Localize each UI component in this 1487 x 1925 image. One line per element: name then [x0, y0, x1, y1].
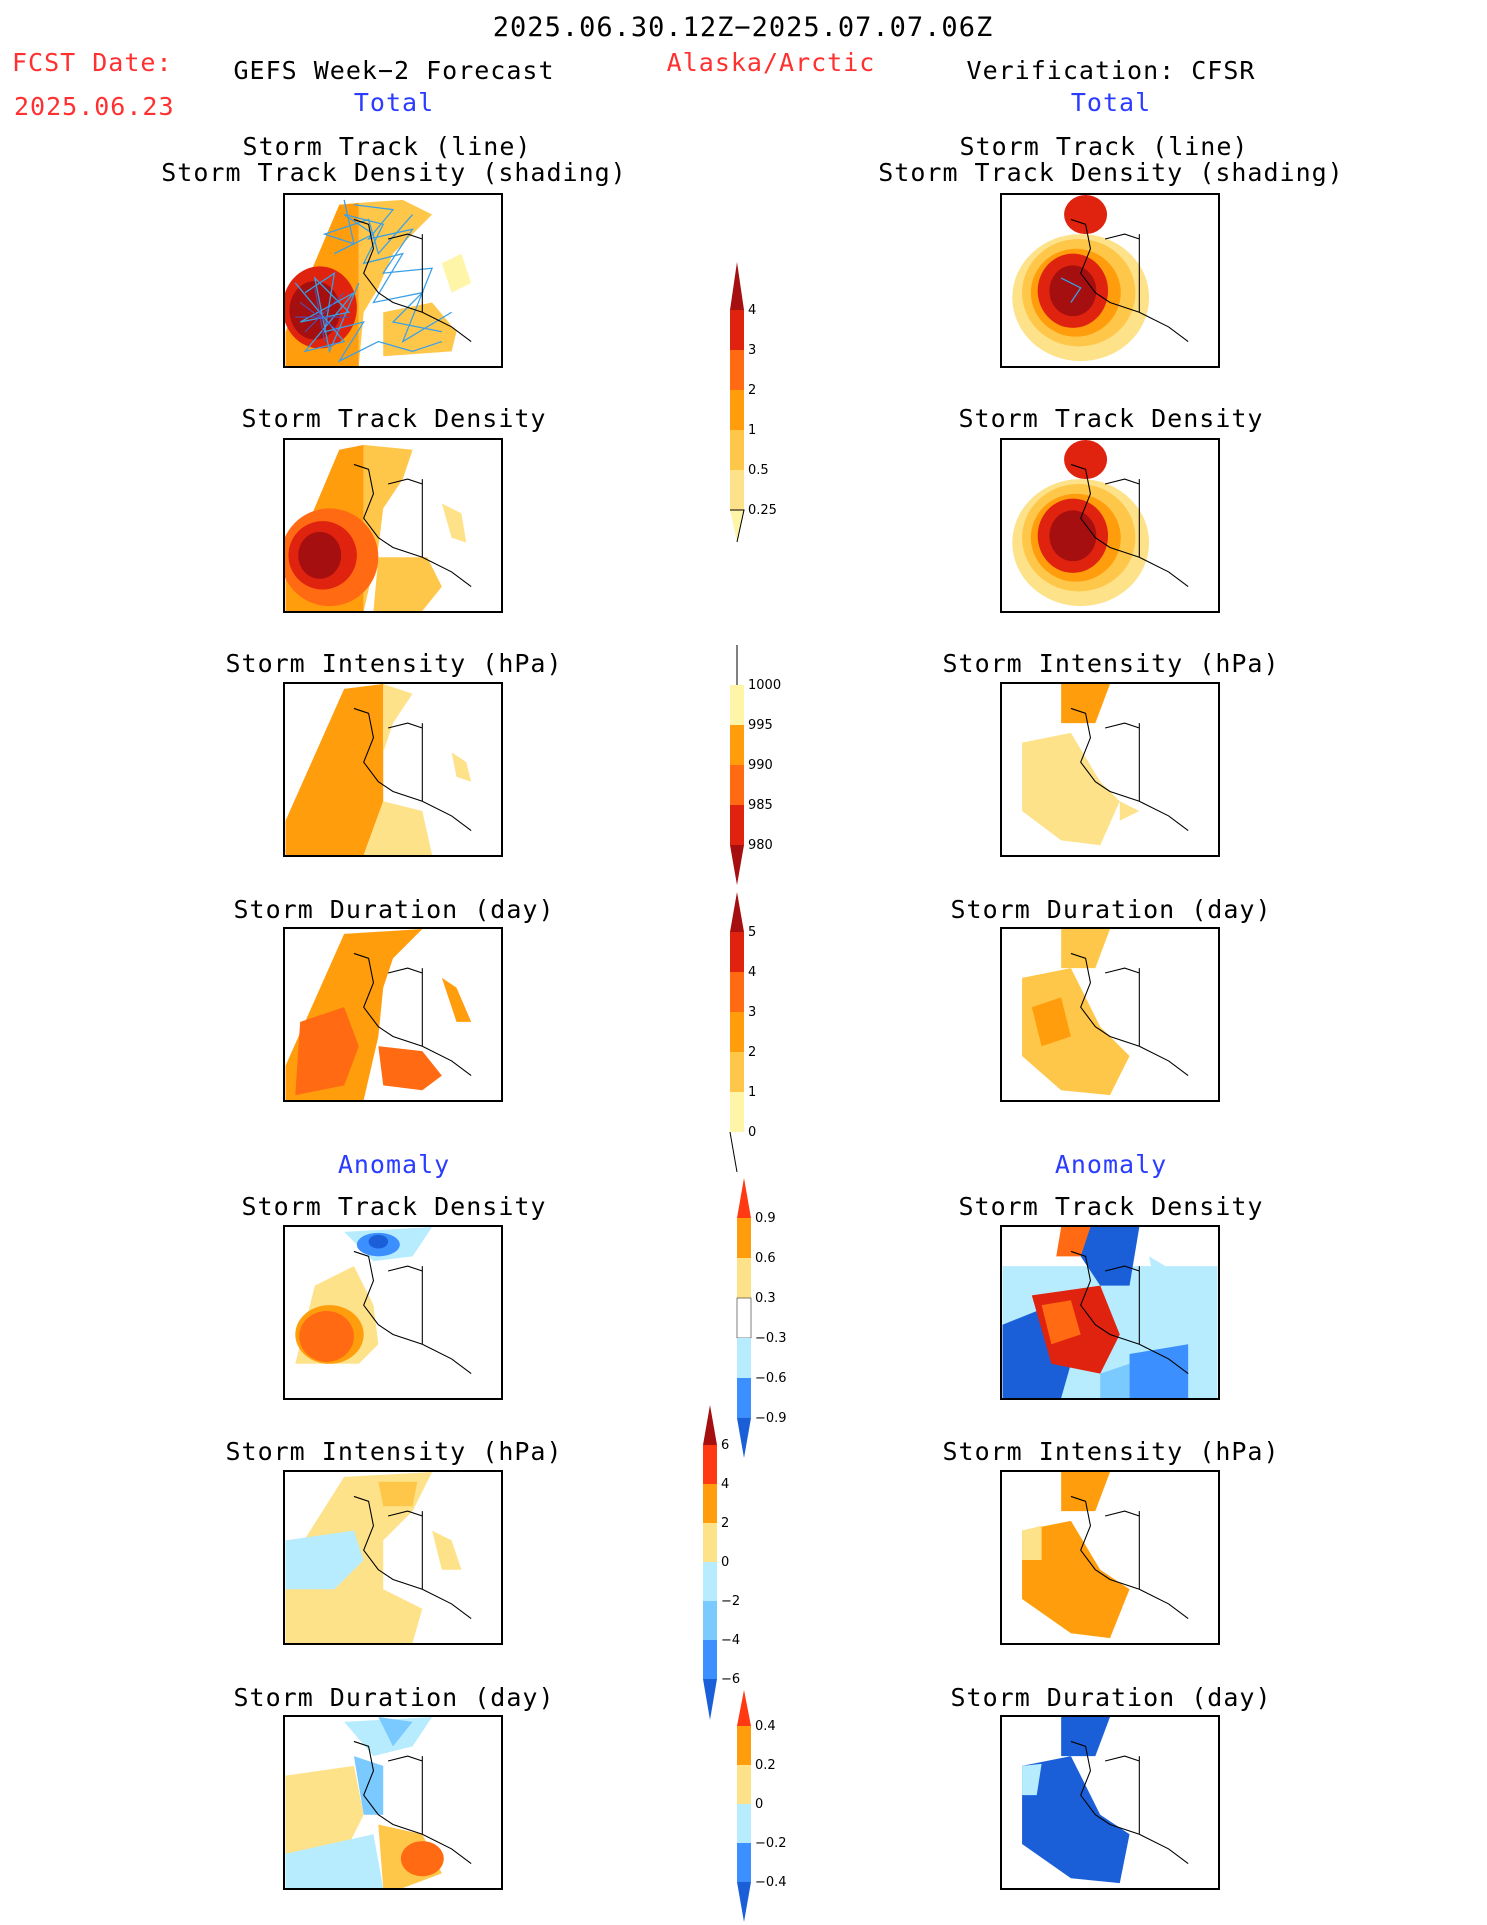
cbar-intensity-tick: 995	[748, 718, 773, 733]
map-cfsr-track	[1000, 193, 1220, 368]
cbar-intensity-anom-tick: 6	[721, 1438, 729, 1453]
right-column-title: Verification: CFSR	[966, 56, 1256, 85]
right-duration-title: Storm Duration (day)	[950, 895, 1272, 924]
left-track-shading-title: Storm Track Density (shading)	[161, 158, 627, 187]
colorbar-duration-anomaly: 0.4 0.2 0 −0.2 −0.4	[727, 1690, 797, 1922]
left-duration-title: Storm Duration (day)	[233, 895, 555, 924]
cbar-intensity-anom-tick: 0	[721, 1555, 729, 1570]
cbar-density-tick: 0.5	[748, 463, 769, 478]
cbar-density-anom-tick: 0.3	[755, 1291, 776, 1306]
cbar-density-tick: 2	[748, 383, 756, 398]
map-fcst-anom-duration	[283, 1715, 503, 1890]
cbar-density-tick: 0.25	[748, 503, 777, 518]
cbar-density-tick: 4	[748, 303, 756, 318]
left-anomaly-label: Anomaly	[337, 1150, 451, 1179]
right-anom-intensity-title: Storm Intensity (hPa)	[942, 1437, 1280, 1466]
region-label: Alaska/Arctic	[666, 48, 876, 77]
cbar-density-anom-tick: 0.9	[755, 1211, 776, 1226]
cbar-intensity-tick: 985	[748, 798, 773, 813]
right-anom-density-title: Storm Track Density	[958, 1192, 1264, 1221]
cbar-density-tick: 1	[748, 423, 756, 438]
cbar-intensity-tick: 990	[748, 758, 773, 773]
right-density-title: Storm Track Density	[958, 404, 1264, 433]
map-fcst-duration	[283, 927, 503, 1102]
colorbar-intensity-anomaly: 6 4 2 0 −2 −4 −6	[693, 1405, 763, 1720]
right-total-label: Total	[1070, 88, 1152, 117]
cbar-intensity-tick: 980	[748, 838, 773, 853]
right-anom-duration-title: Storm Duration (day)	[950, 1683, 1272, 1712]
map-cfsr-anom-duration	[1000, 1715, 1220, 1890]
cbar-intensity-anom-tick: 4	[721, 1477, 729, 1492]
cbar-density-tick: 3	[748, 343, 756, 358]
cbar-density-anom-tick: −0.3	[755, 1331, 787, 1346]
cbar-intensity-tick: 1000	[748, 678, 781, 693]
right-anomaly-label: Anomaly	[1054, 1150, 1168, 1179]
cbar-duration-tick: 3	[748, 1005, 756, 1020]
cbar-density-anom-tick: −0.9	[755, 1411, 787, 1426]
left-intensity-title: Storm Intensity (hPa)	[225, 649, 563, 678]
left-anom-intensity-title: Storm Intensity (hPa)	[225, 1437, 563, 1466]
colorbar-duration: 5 4 3 2 1 0	[720, 892, 780, 1173]
map-fcst-intensity	[283, 682, 503, 857]
cbar-intensity-anom-tick: −6	[721, 1672, 740, 1687]
map-fcst-track	[283, 193, 503, 368]
right-track-shading-title: Storm Track Density (shading)	[878, 158, 1344, 187]
left-track-line-title: Storm Track (line)	[242, 132, 532, 161]
cbar-duration-tick: 1	[748, 1085, 756, 1100]
colorbar-intensity: 1000 995 990 985 980	[720, 645, 781, 885]
left-column-title: GEFS Week−2 Forecast	[233, 56, 555, 85]
colorbar-density: 4 3 2 1 0.5 0.25	[720, 262, 780, 543]
map-fcst-density	[283, 438, 503, 613]
cbar-duration-anom-tick: −0.4	[755, 1875, 787, 1890]
date-range-title: 2025.06.30.12Z−2025.07.07.06Z	[492, 12, 994, 43]
right-intensity-title: Storm Intensity (hPa)	[942, 649, 1280, 678]
fcst-date-value: 2025.06.23	[14, 92, 175, 121]
colorbar-density-anomaly: 0.9 0.6 0.3 −0.3 −0.6 −0.9	[727, 1178, 797, 1458]
map-fcst-anom-intensity	[283, 1470, 503, 1645]
cbar-duration-tick: 5	[748, 925, 756, 940]
right-track-line-title: Storm Track (line)	[959, 132, 1249, 161]
left-density-title: Storm Track Density	[241, 404, 547, 433]
cbar-duration-tick: 0	[748, 1125, 756, 1140]
cbar-intensity-anom-tick: −2	[721, 1594, 740, 1609]
fcst-date-label: FCST Date:	[12, 48, 173, 77]
cbar-duration-anom-tick: 0	[755, 1797, 763, 1812]
cbar-intensity-anom-tick: −4	[721, 1633, 740, 1648]
cbar-duration-anom-tick: 0.2	[755, 1758, 776, 1773]
cbar-density-anom-tick: −0.6	[755, 1371, 787, 1386]
map-cfsr-intensity	[1000, 682, 1220, 857]
cbar-duration-anom-tick: −0.2	[755, 1836, 787, 1851]
map-cfsr-anom-intensity	[1000, 1470, 1220, 1645]
cbar-density-anom-tick: 0.6	[755, 1251, 776, 1266]
cbar-duration-anom-tick: 0.4	[755, 1719, 776, 1734]
left-anom-density-title: Storm Track Density	[241, 1192, 547, 1221]
left-total-label: Total	[353, 88, 435, 117]
map-cfsr-duration	[1000, 927, 1220, 1102]
left-anom-duration-title: Storm Duration (day)	[233, 1683, 555, 1712]
cbar-duration-tick: 4	[748, 965, 756, 980]
map-cfsr-anom-density	[1000, 1225, 1220, 1400]
map-cfsr-density	[1000, 438, 1220, 613]
cbar-intensity-anom-tick: 2	[721, 1516, 729, 1531]
cbar-duration-tick: 2	[748, 1045, 756, 1060]
map-fcst-anom-density	[283, 1225, 503, 1400]
